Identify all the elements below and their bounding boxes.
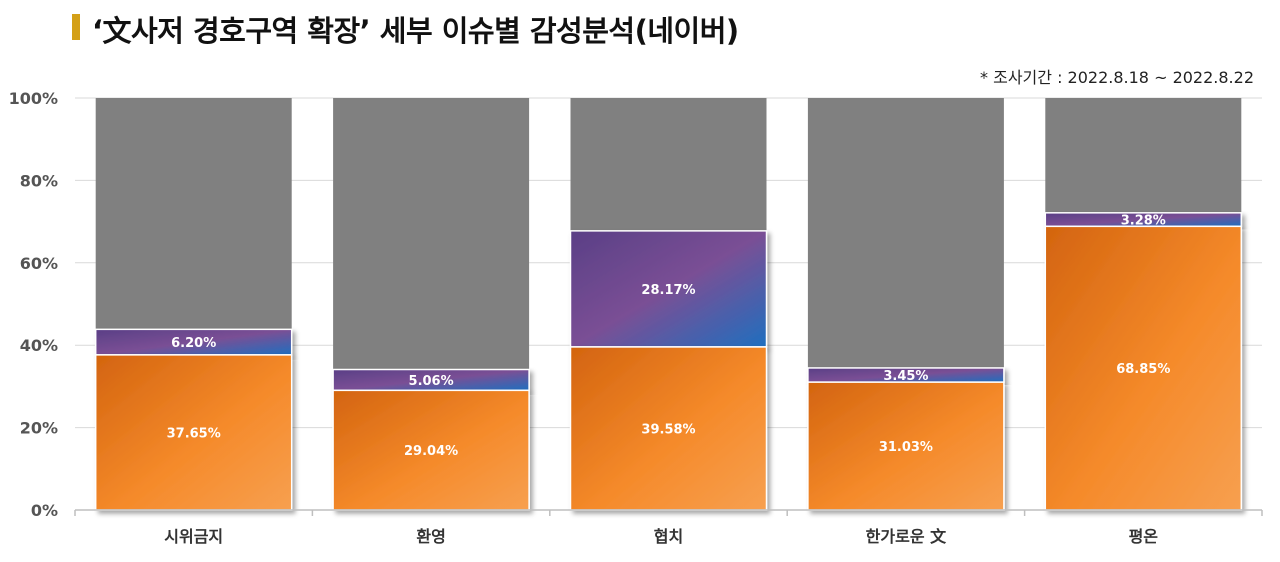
- y-tick-label: 100%: [9, 89, 58, 108]
- bar-segment-negative: [1044, 225, 1243, 511]
- data-label-negative: 29.04%: [404, 444, 458, 459]
- data-label-negative: 31.03%: [879, 440, 933, 455]
- bar-segment-negative: [807, 381, 1005, 511]
- data-label-negative: 39.58%: [641, 422, 695, 437]
- survey-period: * 조사기간 : 2022.8.18 ~ 2022.8.22: [980, 68, 1254, 87]
- data-label-negative: 68.85%: [1116, 362, 1170, 377]
- y-tick-label: 20%: [20, 419, 58, 438]
- chart-title: ‘文사저 경호구역 확장’ 세부 이슈별 감성분석(네이버): [92, 14, 739, 48]
- bar-segment-negative: [569, 346, 768, 511]
- bar-segment-positive: [94, 328, 293, 356]
- data-label-negative: 37.65%: [167, 426, 221, 441]
- title-accent-bar: [72, 14, 80, 40]
- bar-segment-negative: [332, 389, 530, 511]
- x-category-label: 시위금지: [164, 527, 223, 546]
- data-label-positive: 3.28%: [1121, 214, 1166, 229]
- data-label-positive: 28.17%: [641, 283, 695, 298]
- bar-segment-neutral: [333, 98, 530, 370]
- y-tick-label: 40%: [20, 336, 58, 355]
- x-category-label: 협치: [654, 527, 683, 546]
- bar-segment-neutral: [1045, 98, 1242, 213]
- data-label-positive: 6.20%: [171, 336, 216, 351]
- y-tick-label: 60%: [20, 254, 58, 273]
- bar-segment-neutral: [807, 98, 1004, 368]
- x-category-label: 환영: [416, 527, 445, 546]
- data-label-positive: 5.06%: [409, 374, 454, 389]
- x-category-label: 한가로운 文: [866, 527, 947, 546]
- bar-segment-neutral: [95, 98, 292, 330]
- bar-segment-neutral: [570, 98, 767, 231]
- bar-segment-negative: [94, 354, 293, 511]
- y-tick-label: 80%: [20, 171, 58, 190]
- data-label-positive: 3.45%: [883, 369, 928, 384]
- bar-segment-positive: [569, 230, 768, 348]
- x-category-label: 평온: [1129, 527, 1159, 546]
- y-tick-label: 0%: [31, 501, 58, 520]
